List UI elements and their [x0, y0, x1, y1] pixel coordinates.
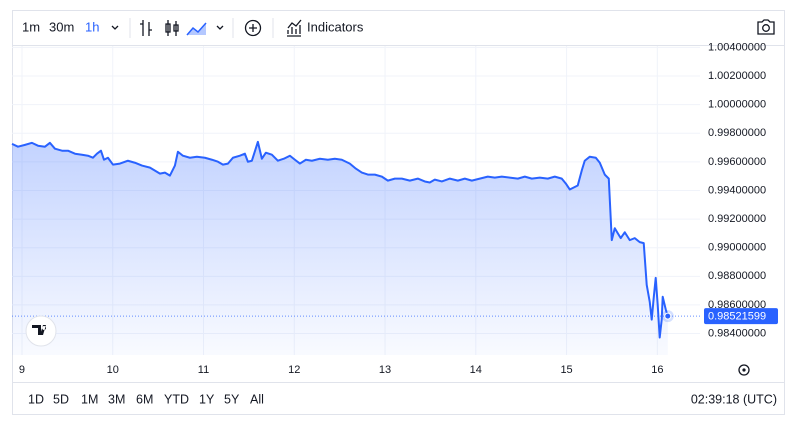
indicators-button[interactable]: Indicators — [307, 19, 364, 34]
compare-button[interactable] — [244, 19, 262, 37]
style-dropdown[interactable] — [216, 25, 224, 30]
x-tick-label: 12 — [288, 364, 300, 376]
range-bar: 1D 5D 1M 3M 6M YTD 1Y 5Y All — [28, 392, 264, 406]
interval-button[interactable]: 1m — [22, 19, 40, 34]
y-tick-label: 0.99400000 — [708, 184, 766, 196]
x-tick-label: 9 — [19, 364, 25, 376]
range-button[interactable]: 1D — [28, 392, 44, 406]
range-button[interactable]: 5Y — [224, 392, 240, 406]
x-tick-label: 15 — [560, 364, 572, 376]
axis-settings-dot — [742, 368, 746, 372]
last-point — [664, 312, 672, 320]
indicators-icon — [287, 19, 302, 37]
range-button[interactable]: 5D — [53, 392, 69, 406]
x-tick-label: 13 — [379, 364, 391, 376]
x-tick-label: 14 — [470, 364, 482, 376]
y-tick-label: 0.98800000 — [708, 270, 766, 282]
range-button[interactable]: All — [250, 392, 264, 406]
y-tick-label: 0.98600000 — [708, 299, 766, 311]
clock: 02:39:18 (UTC) — [691, 392, 777, 406]
area-style-fill[interactable] — [187, 23, 206, 35]
y-tick-label: 1.00200000 — [708, 70, 766, 82]
candles-style-button[interactable] — [165, 20, 179, 36]
axis-settings-button[interactable] — [738, 364, 750, 376]
price-line — [11, 140, 669, 339]
range-button[interactable]: 6M — [136, 392, 153, 406]
y-tick-label: 1.00400000 — [708, 41, 766, 53]
interval-button[interactable]: 1h — [85, 19, 99, 34]
x-tick-label: 11 — [198, 364, 209, 376]
y-tick-label: 1.00000000 — [708, 99, 766, 111]
y-tick-label: 0.99200000 — [708, 213, 766, 225]
range-button[interactable]: YTD — [164, 392, 189, 406]
y-tick-label: 0.98400000 — [708, 327, 766, 339]
last-price-label: 0.98521599 — [708, 311, 766, 323]
plot-area: 0.98400000 0.98600000 0.98800000 0.99000000… — [11, 41, 778, 376]
y-tick-label: 0.99600000 — [708, 156, 766, 168]
area-style-button[interactable] — [186, 22, 207, 36]
y-tick-label: 0.99000000 — [708, 242, 766, 254]
range-button[interactable]: 1M — [81, 392, 98, 406]
x-tick-label: 10 — [107, 364, 119, 376]
snapshot-lens — [762, 24, 770, 32]
area-fill — [12, 141, 668, 355]
y-tick-label: 0.99800000 — [708, 127, 766, 139]
last-price-tag — [704, 308, 778, 325]
x-tick-label: 16 — [651, 364, 663, 376]
snapshot-button[interactable] — [757, 19, 775, 35]
logo-mark — [32, 325, 47, 335]
range-button[interactable]: 1Y — [199, 392, 215, 406]
range-button[interactable]: 3M — [108, 392, 125, 406]
compare-plus — [249, 24, 257, 32]
bars-style-button[interactable] — [140, 20, 152, 36]
interval-dropdown[interactable] — [111, 25, 119, 30]
interval-button[interactable]: 30m — [49, 19, 74, 34]
